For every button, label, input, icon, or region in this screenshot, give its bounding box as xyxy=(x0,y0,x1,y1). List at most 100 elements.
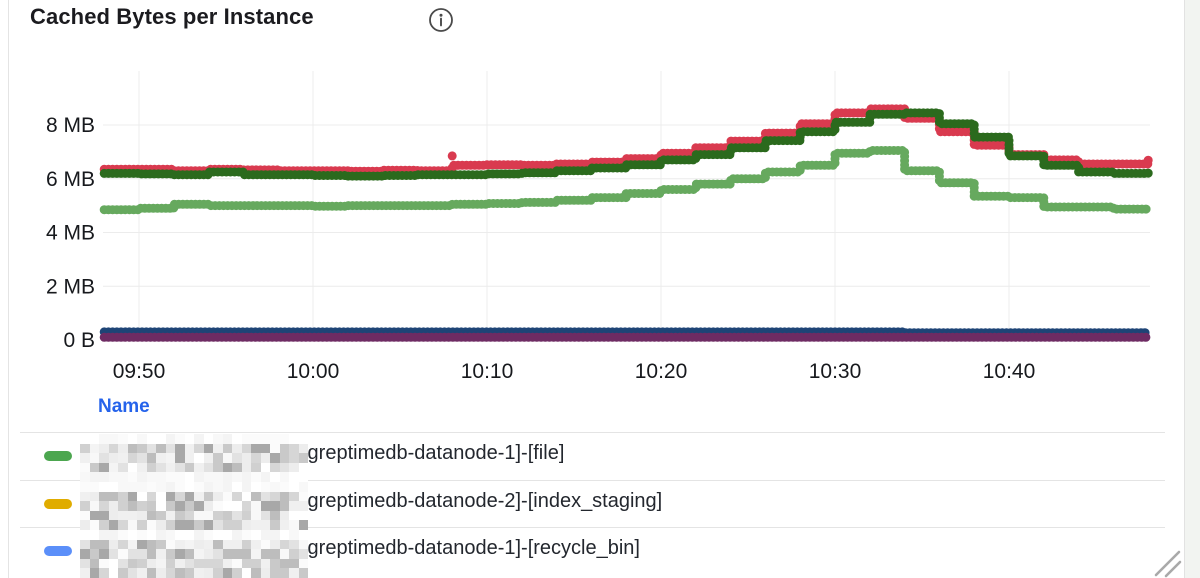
redaction-cell xyxy=(289,491,299,502)
redaction-cell xyxy=(146,453,156,463)
redaction-cell xyxy=(156,482,166,492)
legend-series-label[interactable]: [greptimedb-datanode-2]-[index_staging] xyxy=(302,489,663,512)
redaction-cell xyxy=(213,443,223,454)
series-color-swatch[interactable] xyxy=(44,498,72,509)
redaction-cell xyxy=(165,491,175,502)
redaction-cell xyxy=(222,520,232,530)
redaction-cell xyxy=(156,539,166,550)
redaction-cell xyxy=(137,462,147,473)
redaction-cell xyxy=(222,453,232,463)
redaction-cell xyxy=(146,501,156,511)
redaction-cell xyxy=(279,530,289,540)
redaction-cell xyxy=(232,472,242,482)
redaction-cell xyxy=(127,491,137,502)
legend-series-label[interactable]: [greptimedb-datanode-1]-[file] xyxy=(302,442,565,464)
legend-row-separator xyxy=(20,527,1165,528)
legend-series-label[interactable]: [greptimedb-datanode-1]-[recycle_bin] xyxy=(302,537,640,559)
redaction-cell xyxy=(99,482,109,492)
redaction-cell xyxy=(289,434,299,444)
redaction-cell xyxy=(279,462,289,473)
redaction-cell xyxy=(175,510,185,521)
y-axis-tick-label: 8 MB xyxy=(46,114,95,137)
series-color-swatch[interactable] xyxy=(44,546,72,556)
redaction-cell xyxy=(260,462,270,473)
redaction-cell xyxy=(80,558,90,569)
redaction-cell xyxy=(165,539,175,550)
redaction-cell xyxy=(279,434,289,444)
redaction-cell xyxy=(89,482,99,492)
redaction-cell xyxy=(99,520,109,530)
redaction-cell xyxy=(80,520,90,530)
redaction-cell xyxy=(298,501,308,511)
redaction-cell xyxy=(194,549,204,559)
redaction-cell xyxy=(194,568,204,578)
redaction-cell xyxy=(251,568,261,578)
redaction-cell xyxy=(89,443,99,454)
panel-resize-handle[interactable] xyxy=(1152,548,1184,578)
y-axis-tick-label: 6 MB xyxy=(46,168,95,191)
redaction-cell xyxy=(203,558,213,569)
redaction-cell xyxy=(203,434,213,444)
redaction-cell xyxy=(127,501,137,511)
redaction-cell xyxy=(232,530,242,540)
redaction-cell xyxy=(232,549,242,559)
redaction-cell xyxy=(118,568,128,578)
redaction-cell xyxy=(270,482,280,492)
redaction-cell xyxy=(165,443,175,454)
redaction-cell xyxy=(89,472,99,482)
redaction-cell xyxy=(165,501,175,511)
redaction-cell xyxy=(260,472,270,482)
redaction-cell xyxy=(222,549,232,559)
redaction-cell xyxy=(165,549,175,559)
redaction-cell xyxy=(137,568,147,578)
redaction-cell xyxy=(137,510,147,521)
redaction-cell xyxy=(260,453,270,463)
redaction-cell xyxy=(270,549,280,559)
redaction-cell xyxy=(279,558,289,569)
chart-plot-area[interactable]: 8 MB 6 MB 4 MB 2 MB 0 B 09:50 10:00 10:10 10:20 1… xyxy=(0,0,1200,395)
redaction-cell xyxy=(222,434,232,444)
redaction-cell xyxy=(156,510,166,521)
redaction-cell xyxy=(260,520,270,530)
redaction-cell xyxy=(118,434,128,444)
redaction-cell xyxy=(194,434,204,444)
redaction-cell xyxy=(298,539,308,550)
redaction-cell xyxy=(175,434,185,444)
redaction-cell xyxy=(127,520,137,530)
redaction-cell xyxy=(99,491,109,502)
info-icon[interactable] xyxy=(428,7,454,33)
redaction-cell xyxy=(175,530,185,540)
redaction-cell xyxy=(232,491,242,502)
redaction-cell xyxy=(99,530,109,540)
redaction-cell xyxy=(232,558,242,569)
page-right-gutter xyxy=(1184,0,1200,578)
redaction-cell xyxy=(108,462,118,473)
redaction-cell xyxy=(175,539,185,550)
redaction-cell xyxy=(184,558,194,569)
redaction-cell xyxy=(203,539,213,550)
redaction-cell xyxy=(251,501,261,511)
redaction-cell xyxy=(146,568,156,578)
redaction-cell xyxy=(108,539,118,550)
redaction-cell xyxy=(203,443,213,454)
panel-left-border xyxy=(8,0,9,578)
series-color-swatch[interactable] xyxy=(44,451,72,461)
redaction-cell xyxy=(184,443,194,454)
redaction-cell xyxy=(89,539,99,550)
legend-name-column-header[interactable]: Name xyxy=(98,396,150,417)
redaction-cell xyxy=(232,510,242,521)
redaction-cell xyxy=(137,520,147,530)
redaction-cell xyxy=(279,510,289,521)
redaction-cell xyxy=(289,501,299,511)
redaction-cell xyxy=(175,443,185,454)
redaction-cell xyxy=(118,472,128,482)
redaction-cell xyxy=(298,530,308,540)
redaction-cell xyxy=(175,568,185,578)
redaction-cell xyxy=(80,472,90,482)
redaction-cell xyxy=(270,539,280,550)
redaction-cell xyxy=(279,453,289,463)
redaction-cell xyxy=(175,549,185,559)
redaction-cell xyxy=(213,530,223,540)
redaction-cell xyxy=(232,453,242,463)
redaction-cell xyxy=(80,482,90,492)
